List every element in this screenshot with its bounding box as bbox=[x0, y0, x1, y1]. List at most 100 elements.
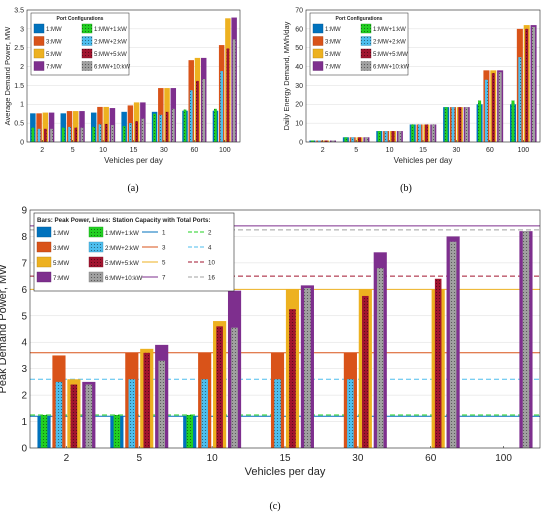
x-axis-label: Vehicles per day bbox=[104, 156, 163, 165]
legend-label: 6:MW+10:kW bbox=[105, 275, 142, 282]
legend-label: 2:MW+2:kW bbox=[373, 40, 406, 46]
legend-label: 1:MW bbox=[46, 27, 62, 33]
bar-pattern bbox=[226, 48, 230, 143]
plot-frame bbox=[305, 9, 541, 143]
bar-pattern bbox=[189, 90, 193, 142]
legend-label: 5:MW bbox=[46, 52, 62, 58]
bar-pattern bbox=[324, 140, 328, 142]
legend-swatch bbox=[36, 226, 52, 238]
bar-pattern bbox=[289, 309, 296, 448]
x-tick-label: 60 bbox=[486, 147, 494, 154]
bar-pattern bbox=[40, 414, 48, 448]
legend-label: 5:MW bbox=[325, 52, 341, 58]
bar-pattern bbox=[196, 80, 199, 142]
y-tick-label: 7 bbox=[21, 258, 27, 269]
bar-pattern bbox=[304, 288, 311, 448]
bar-pattern bbox=[158, 360, 165, 448]
y-tick-label: 4 bbox=[21, 338, 27, 349]
legend-swatch-pattern bbox=[82, 36, 92, 46]
bar-pattern bbox=[451, 107, 455, 142]
bar-pattern bbox=[165, 111, 169, 142]
y-tick-label: 30 bbox=[295, 83, 303, 90]
bar-pattern bbox=[362, 295, 369, 448]
bar-pattern bbox=[220, 71, 224, 142]
bar-pattern bbox=[31, 127, 35, 142]
y-tick-label: 1.5 bbox=[14, 83, 24, 90]
legend-swatch bbox=[312, 61, 324, 71]
y-tick-label: 60 bbox=[295, 26, 303, 33]
x-tick-label: 5 bbox=[71, 147, 75, 154]
bar-pattern bbox=[111, 125, 114, 142]
legend-label: 5:MW+5:MW bbox=[373, 52, 408, 58]
y-axis-label: Peak Demand Power, MW bbox=[0, 264, 9, 394]
legend-swatch bbox=[36, 271, 52, 283]
x-tick-label: 2 bbox=[40, 147, 44, 154]
legend-label: 1:MW bbox=[53, 230, 69, 237]
legend-swatch bbox=[33, 36, 45, 46]
bar-pattern bbox=[351, 137, 355, 142]
y-tick-label: 40 bbox=[295, 64, 303, 71]
legend-label: 4 bbox=[208, 245, 212, 252]
legend-label: 7:MW bbox=[46, 65, 62, 71]
legend-box bbox=[30, 12, 130, 76]
bar-pattern bbox=[232, 39, 236, 142]
y-tick-label: 8 bbox=[21, 232, 27, 243]
legend-swatch-pattern bbox=[89, 272, 103, 282]
legend-label: 6:MW+10:kW bbox=[94, 65, 131, 71]
legend-swatch-pattern bbox=[361, 61, 371, 71]
bar-pattern bbox=[141, 118, 145, 142]
bar-pattern bbox=[153, 113, 156, 142]
plot-frame bbox=[26, 9, 241, 143]
panel-b-chart: 0 10 20 30 40 50 60 70 2 5 10 15 30 60 100 Vehicles per… bbox=[282, 7, 541, 165]
bar-pattern bbox=[518, 57, 522, 143]
y-tick-label: 50 bbox=[295, 45, 303, 52]
x-tick-label: 10 bbox=[99, 147, 107, 154]
bar-pattern bbox=[68, 126, 71, 142]
bar-pattern bbox=[74, 127, 78, 142]
legend-label: 3 bbox=[162, 245, 166, 252]
bar-pattern bbox=[347, 379, 354, 448]
bar-pattern bbox=[202, 79, 206, 142]
bar-pattern bbox=[491, 73, 495, 142]
bar-pattern bbox=[186, 414, 194, 448]
y-tick-label: 6 bbox=[21, 285, 27, 296]
legend-swatch-pattern bbox=[361, 36, 371, 46]
bar-pattern bbox=[122, 126, 126, 142]
bar-pattern bbox=[358, 137, 362, 142]
bar-pattern bbox=[317, 140, 321, 142]
bar-pattern bbox=[216, 326, 223, 448]
bar-pattern bbox=[418, 124, 422, 142]
bar-pattern bbox=[231, 327, 238, 448]
bar-pattern bbox=[70, 384, 78, 448]
bar-pattern bbox=[376, 268, 384, 448]
caption-a: (a) bbox=[127, 183, 138, 194]
bar-pattern bbox=[98, 124, 102, 142]
bar-pattern bbox=[498, 72, 502, 142]
bar-pattern bbox=[104, 123, 108, 142]
bar-pattern bbox=[522, 231, 530, 448]
bar-pattern bbox=[85, 384, 93, 448]
y-tick-label: 0.5 bbox=[14, 121, 24, 128]
x-tick-label: 5 bbox=[137, 453, 143, 464]
bar-pattern bbox=[484, 79, 488, 142]
x-tick-label: 10 bbox=[386, 147, 394, 154]
x-tick-label: 15 bbox=[419, 147, 427, 154]
bar-pattern bbox=[37, 128, 41, 142]
bar-pattern bbox=[50, 128, 53, 142]
bar-pattern bbox=[331, 140, 335, 142]
bar-pattern bbox=[183, 109, 187, 142]
legend-label: 16 bbox=[208, 275, 215, 282]
bar-pattern bbox=[434, 278, 442, 448]
legend-swatch-pattern bbox=[89, 242, 103, 252]
bar-pattern bbox=[449, 241, 457, 448]
bar-pattern bbox=[411, 124, 415, 142]
bar bbox=[66, 111, 73, 142]
legend-label: 2:MW+2:kW bbox=[105, 245, 139, 252]
legend-swatch bbox=[312, 48, 324, 59]
x-tick-label: 10 bbox=[207, 453, 219, 464]
legend-swatch-pattern bbox=[82, 49, 92, 58]
x-axis-label: Vehicles per day bbox=[245, 466, 326, 478]
bar-pattern bbox=[214, 108, 217, 142]
bar-pattern bbox=[478, 100, 482, 142]
